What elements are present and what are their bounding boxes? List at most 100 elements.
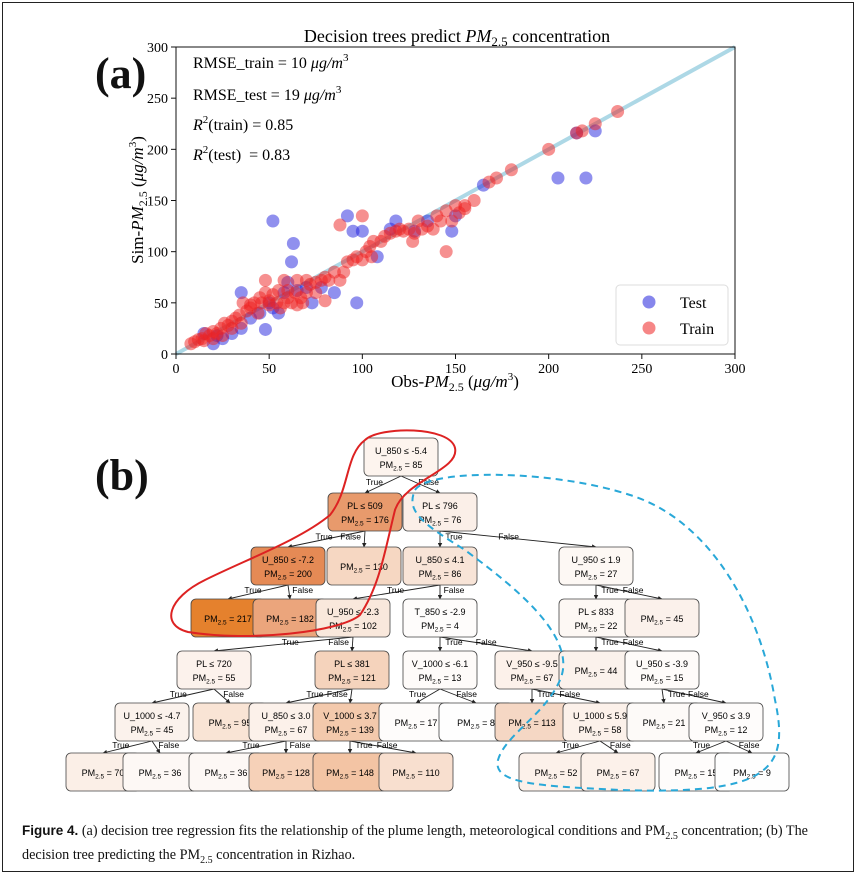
tree-edge	[349, 740, 417, 755]
node-condition: PL ≤ 381	[334, 659, 370, 669]
node-value: PM2.5 = 121	[328, 673, 376, 686]
tree-leaf-node: PM2.5 = 128	[248, 752, 324, 792]
node-condition: U_850 ≤ 3.0	[262, 711, 311, 721]
node-box	[378, 752, 454, 792]
tree-decision-node: U_950 ≤ 1.9 PM2.5 = 27	[558, 546, 634, 586]
caption-sub-2: 2.5	[200, 854, 213, 866]
node-value: PM2.5 = 17	[395, 718, 438, 731]
edge-label-false: False	[290, 740, 311, 750]
edge-label-true: True	[282, 637, 299, 647]
chart-title: Decision trees predict PM2.5 concentrati…	[304, 26, 610, 49]
train-point	[290, 273, 304, 287]
node-box	[714, 752, 790, 792]
y-tick-label: 150	[147, 195, 168, 210]
y-tick-label: 100	[147, 246, 168, 261]
y-tick-label: 250	[147, 92, 168, 107]
test-point	[579, 171, 593, 185]
node-value: PM2.5 = 22	[575, 621, 618, 634]
tree-decision-node: T_850 ≤ -2.9 PM2.5 = 4	[402, 598, 478, 638]
tree-edge	[725, 740, 753, 754]
train-point	[216, 329, 230, 343]
node-value: PM2.5 = 86	[419, 569, 462, 582]
node-value: PM2.5 = 52	[535, 768, 578, 781]
tree-leaf-node: PM2.5 = 70	[65, 752, 141, 792]
node-box	[314, 650, 390, 690]
node-value: PM2.5 = 44	[575, 666, 618, 679]
tree-decision-node: U_950 ≤ -3.9 PM2.5 = 15	[624, 650, 700, 690]
test-point	[258, 322, 272, 336]
node-value: PM2.5 = 182	[266, 614, 314, 627]
node-value: PM2.5 = 217	[204, 614, 252, 627]
x-tick-label: 50	[262, 362, 276, 377]
edge-label-false: False	[158, 740, 179, 750]
tree-edge	[415, 688, 441, 704]
node-value: PM2.5 = 36	[205, 768, 248, 781]
tree-leaf-node: PM2.5 = 182	[252, 598, 328, 638]
node-value: PM2.5 = 36	[139, 768, 182, 781]
edge-label-false: False	[610, 740, 631, 750]
test-point	[286, 236, 300, 250]
axis-ticks: 0 50 100 150 200 250 300 0 50 100 150 200 250 300	[147, 41, 746, 377]
node-box	[402, 598, 478, 638]
edge-label-true: True	[601, 585, 618, 595]
node-value: PM2.5 = 55	[193, 673, 236, 686]
node-box	[558, 650, 634, 690]
test-point	[234, 286, 248, 300]
metrics-annotations: RMSE_train = 10 μg/m3 RMSE_test = 19 μg/…	[192, 52, 349, 164]
edge-label-false: False	[456, 689, 477, 699]
tree-edge	[287, 530, 366, 549]
edge-label-true: True	[315, 532, 332, 542]
tree-edge	[348, 688, 353, 704]
test-point	[285, 255, 299, 269]
tree-leaf-node: PM2.5 = 148	[312, 752, 388, 792]
x-tick-label: 100	[352, 362, 373, 377]
train-point	[234, 316, 248, 330]
edge-label-true: True	[537, 689, 554, 699]
node-value: PM2.5 = 200	[264, 569, 312, 582]
tree-decision-node: U_1000 ≤ -4.7 PM2.5 = 45	[114, 702, 190, 742]
red-highlight-region	[170, 429, 457, 637]
node-condition: PL ≤ 796	[422, 501, 458, 511]
train-point	[251, 306, 265, 320]
test-point	[327, 286, 341, 300]
test-point	[355, 224, 369, 238]
train-point	[365, 250, 379, 264]
tree-nodes: U_850 ≤ -5.4 PM2.5 = 85 PL ≤ 509 PM2.5 = 17…	[65, 437, 790, 792]
x-tick-label: 0	[173, 362, 180, 377]
x-tick-label: 200	[538, 362, 559, 377]
tree-edge	[595, 636, 663, 653]
tree-decision-node: PL ≤ 833 PM2.5 = 22	[558, 598, 634, 638]
node-box	[176, 650, 252, 690]
node-box	[326, 546, 402, 586]
node-condition: PL ≤ 509	[347, 501, 383, 511]
node-box	[558, 546, 634, 586]
test-point	[340, 209, 354, 223]
tree-leaf-node: PM2.5 = 52	[518, 752, 594, 792]
node-value: PM2.5 = 9	[733, 768, 771, 781]
train-point	[434, 214, 448, 228]
tree-edge	[439, 636, 533, 653]
tree-decision-node: PL ≤ 381 PM2.5 = 121	[314, 650, 390, 690]
test-point	[266, 214, 280, 228]
tree-leaf-node: PM2.5 = 95	[192, 702, 268, 742]
node-condition: V_1000 ≤ -6.1	[412, 659, 468, 669]
caption-lead: Figure 4.	[22, 823, 79, 838]
tree-edge	[213, 688, 231, 704]
node-condition: U_850 ≤ -5.4	[375, 446, 427, 456]
test-point	[551, 171, 565, 185]
edge-label-false: False	[292, 585, 313, 595]
tree-leaf-node: PM2.5 = 8	[438, 702, 514, 742]
tree-leaf-node: PM2.5 = 17	[378, 702, 454, 742]
node-condition: U_950 ≤ -2.3	[327, 607, 379, 617]
node-box	[250, 546, 326, 586]
edge-label-false: False	[223, 689, 244, 699]
edge-label-false: False	[498, 532, 519, 542]
tree-leaf-node: PM2.5 = 44	[558, 650, 634, 690]
train-point	[296, 296, 310, 310]
tree-edge	[151, 688, 215, 705]
rmse-test: RMSE_test = 19 μg/m3	[193, 84, 342, 104]
tree-edge	[151, 740, 161, 754]
tree-edge	[285, 688, 353, 705]
tree-decision-node: U_1000 ≤ 5.9 PM2.5 = 58	[562, 702, 638, 742]
panel-label-b: (b)	[95, 451, 149, 500]
